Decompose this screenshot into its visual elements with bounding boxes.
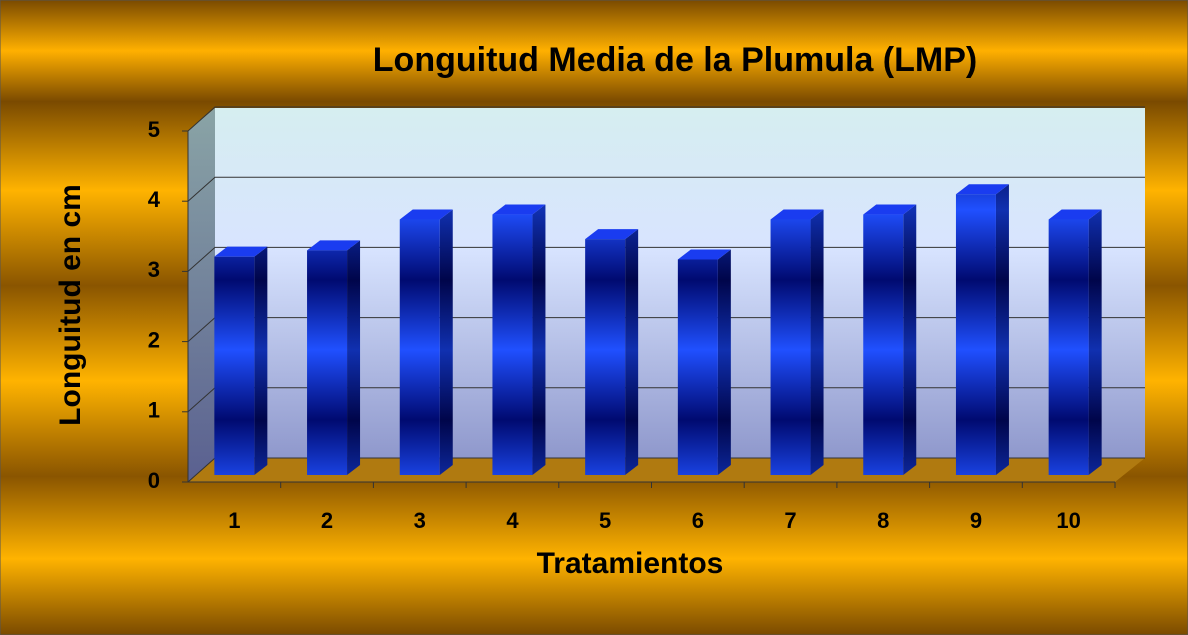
x-tick-label: 6: [692, 508, 704, 533]
bar-top: [214, 246, 268, 257]
x-tick-label: 1: [228, 508, 240, 533]
grid-line: [187, 246, 1145, 272]
bar-top: [307, 240, 361, 251]
y-tick-label: 5: [148, 117, 160, 142]
chart-title: Longuitud Media de la Plumula (LMP): [373, 41, 977, 79]
bar-side: [254, 246, 268, 475]
bar-top: [1048, 209, 1102, 220]
bar: [399, 219, 440, 475]
y-tick-label: 2: [148, 327, 160, 352]
bar: [770, 219, 811, 475]
x-tick-label: 2: [321, 508, 333, 533]
bar-side: [1088, 209, 1102, 476]
y-axis-label: Longuitud en cm: [54, 184, 87, 426]
bar-top: [399, 209, 453, 220]
bar-side: [439, 209, 453, 476]
y-tick-label: 4: [148, 187, 161, 212]
bar: [492, 214, 533, 476]
bar: [307, 250, 348, 475]
grid-line: [187, 106, 1145, 132]
bar-side: [903, 204, 917, 476]
bar-side: [810, 209, 824, 476]
bar-side: [532, 204, 546, 476]
grid-line: [187, 176, 1145, 202]
x-tick-label: 3: [414, 508, 426, 533]
bar-side: [625, 229, 639, 475]
bar-top: [863, 204, 917, 215]
y-tick-label: 0: [148, 468, 160, 493]
x-tick-label: 7: [784, 508, 796, 533]
bar-top: [955, 184, 1009, 195]
bar-top: [677, 249, 731, 260]
y-tick-label: 1: [148, 398, 160, 423]
bar-side: [717, 249, 731, 475]
x-tick-label: 8: [877, 508, 889, 533]
x-axis-label: Tratamientos: [537, 547, 724, 580]
bar-top: [492, 204, 546, 215]
bar: [863, 214, 904, 476]
x-tick-label: 9: [970, 508, 982, 533]
bar-side: [347, 240, 361, 475]
bar-top: [585, 229, 639, 240]
y-tick-label: 3: [148, 257, 160, 282]
bar: [955, 194, 996, 475]
x-tick-label: 4: [506, 508, 519, 533]
x-tick-label: 10: [1056, 508, 1080, 533]
bar: [1048, 219, 1089, 475]
bar-side: [995, 184, 1009, 475]
side-wall: [188, 108, 215, 482]
bar: [677, 259, 718, 475]
bar-top: [770, 209, 824, 220]
bar: [585, 239, 626, 475]
x-tick-label: 5: [599, 508, 611, 533]
bar: [214, 256, 255, 475]
